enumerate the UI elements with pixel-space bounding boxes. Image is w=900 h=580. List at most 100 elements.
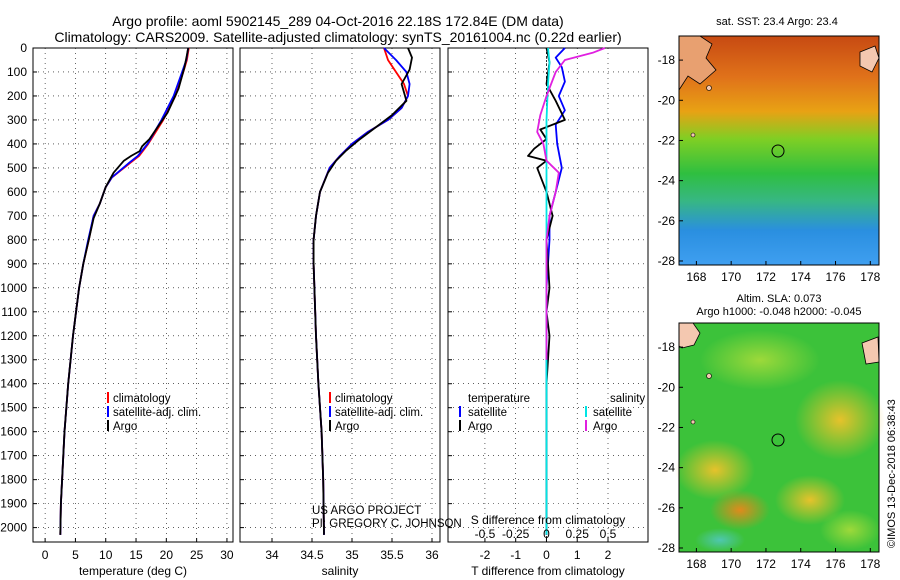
depth-tick-label: 1100 <box>1 305 27 319</box>
legend-s-argo-label: Argo <box>593 421 617 433</box>
map-x-tick-label: 178 <box>860 557 880 571</box>
map-x-tick-label: 176 <box>826 270 846 284</box>
depth-tick-label: 1000 <box>0 281 27 295</box>
depth-tick-label: 1900 <box>0 497 27 511</box>
depth-tick-label: 600 <box>7 185 27 199</box>
depth-tick-label: 1300 <box>0 353 27 367</box>
series-line-salinity-satellite <box>545 47 551 535</box>
map-x-tick-label: 174 <box>791 270 811 284</box>
map-x-tick-label: 174 <box>791 557 811 571</box>
depth-tick-label: 900 <box>7 257 27 271</box>
x2-tick-label: -0.25 <box>502 527 530 541</box>
sla-map-title: Altim. SLA: 0.073 <box>737 293 822 305</box>
map-x-tick-label: 168 <box>686 557 706 571</box>
x-tick-label: 20 <box>160 548 174 562</box>
salinity-legend: climatology satellite-adj. clim. Argo <box>329 392 423 433</box>
title-line-2: Climatology: CARS2009. Satellite-adjuste… <box>54 29 621 45</box>
x-tick-label: 5 <box>72 548 79 562</box>
legend-satellite-label: satellite-adj. clim. <box>113 407 201 419</box>
x-tick-label: 10 <box>99 548 113 562</box>
depth-tick-label: 800 <box>7 233 27 247</box>
island-shape <box>859 45 880 73</box>
sst-map <box>678 35 880 265</box>
map-x-tick-label: 172 <box>756 557 776 571</box>
salinity-panel-frame <box>239 47 441 543</box>
depth-tick-label: 200 <box>7 89 27 103</box>
argo-location-marker <box>771 433 785 447</box>
argo-location-marker <box>771 144 785 158</box>
x-axis-label-secondary: S difference from climatology <box>471 513 626 527</box>
x-axis-label: T difference from climatology <box>471 564 625 578</box>
legend-temperature-heading: temperature <box>468 393 530 405</box>
imos-timestamp: ©IMOS 13-Dec-2018 06:38:43 <box>886 399 898 548</box>
x-tick-label: 1 <box>574 548 581 562</box>
map-y-tick-label: -24 <box>658 461 676 475</box>
x-tick-label: 2 <box>605 548 612 562</box>
legend-satellite-label: satellite-adj. clim. <box>335 407 423 419</box>
map-y-tick-label: -22 <box>658 420 676 434</box>
map-y-tick-label: -22 <box>658 133 676 147</box>
depth-tick-label: 1400 <box>0 377 27 391</box>
map-y-tick-label: -24 <box>658 174 676 188</box>
legend-argo-label: Argo <box>113 421 137 433</box>
depth-tick-label: 400 <box>7 137 27 151</box>
series-line-climatology <box>312 47 409 535</box>
series-line-argo <box>312 47 413 535</box>
sla-map <box>675 322 885 552</box>
difference-plot: -2 -1 0 1 2 T difference from climatology S di… <box>448 47 648 578</box>
depth-tick-label: 1200 <box>0 329 27 343</box>
sla-map-frame <box>678 322 880 553</box>
temperature-legend: climatology satellite-adj. clim. Argo <box>107 392 201 433</box>
depth-tick-label: 1700 <box>0 449 27 463</box>
sla-map-axes: 168 170 172 174 176 178 -18 -20 -22 -24 -26 -28 <box>658 340 881 571</box>
series-line-argo <box>59 47 190 535</box>
island-shape <box>706 373 712 379</box>
legend-s-satellite-label: satellite <box>593 407 632 419</box>
map-y-tick-label: -18 <box>658 340 676 354</box>
island-shape <box>678 35 717 92</box>
legend-t-satellite-label: satellite <box>468 407 507 419</box>
x-tick-label: 36 <box>425 548 439 562</box>
series-line-temperature-satellite <box>545 47 566 535</box>
map-x-tick-label: 170 <box>721 270 741 284</box>
sst-map-title: sat. SST: 23.4 Argo: 23.4 <box>716 16 838 28</box>
map-y-tick-label: -18 <box>658 53 676 67</box>
x-tick-label: 34 <box>265 548 279 562</box>
sst-map-frame <box>678 35 880 266</box>
map-x-tick-label: 168 <box>686 270 706 284</box>
sst-field <box>679 36 879 265</box>
depth-axis: 0 100 200 300 400 500 600 700 800 900 1000 1100 1200… <box>0 41 27 535</box>
depth-tick-label: 1600 <box>0 425 27 439</box>
map-y-tick-label: -20 <box>658 93 676 107</box>
legend-climatology-label: climatology <box>113 393 171 405</box>
x-axis-label: temperature (deg C) <box>79 564 187 578</box>
legend-salinity-heading: salinity <box>610 393 645 405</box>
x2-tick-label: 0 <box>543 527 550 541</box>
map-x-tick-label: 178 <box>860 270 880 284</box>
x2-tick-label: 0.25 <box>566 527 590 541</box>
x-tick-label: -2 <box>480 548 491 562</box>
depth-tick-label: 700 <box>7 209 27 223</box>
temperature-plot: 0 5 10 15 20 25 30 temperature (deg C) <box>33 47 234 578</box>
x-tick-label: 35.5 <box>380 548 404 562</box>
depth-tick-label: 500 <box>7 161 27 175</box>
x-tick-label: 15 <box>129 548 143 562</box>
legend-t-argo-label: Argo <box>468 421 492 433</box>
map-y-tick-label: -26 <box>658 214 676 228</box>
map-x-tick-label: 170 <box>721 557 741 571</box>
title-line-1: Argo profile: aoml 5902145_289 04-Oct-20… <box>112 13 563 29</box>
legend-argo-label: Argo <box>335 421 359 433</box>
map-y-tick-label: -20 <box>658 380 676 394</box>
depth-tick-label: 1500 <box>0 401 27 415</box>
x-tick-label: -1 <box>510 548 521 562</box>
x-tick-label: 25 <box>190 548 204 562</box>
sst-map-axes: 168 170 172 174 176 178 -18 -20 -22 -24 -26 -28 <box>658 53 881 284</box>
depth-tick-label: 2000 <box>0 521 27 535</box>
depth-tick-label: 1800 <box>0 473 27 487</box>
series-line-salinity-argo <box>536 47 606 360</box>
x-tick-label: 34.5 <box>300 548 324 562</box>
map-y-tick-label: -28 <box>658 541 676 555</box>
depth-tick-label: 0 <box>20 41 27 55</box>
depth-tick-label: 300 <box>7 113 27 127</box>
